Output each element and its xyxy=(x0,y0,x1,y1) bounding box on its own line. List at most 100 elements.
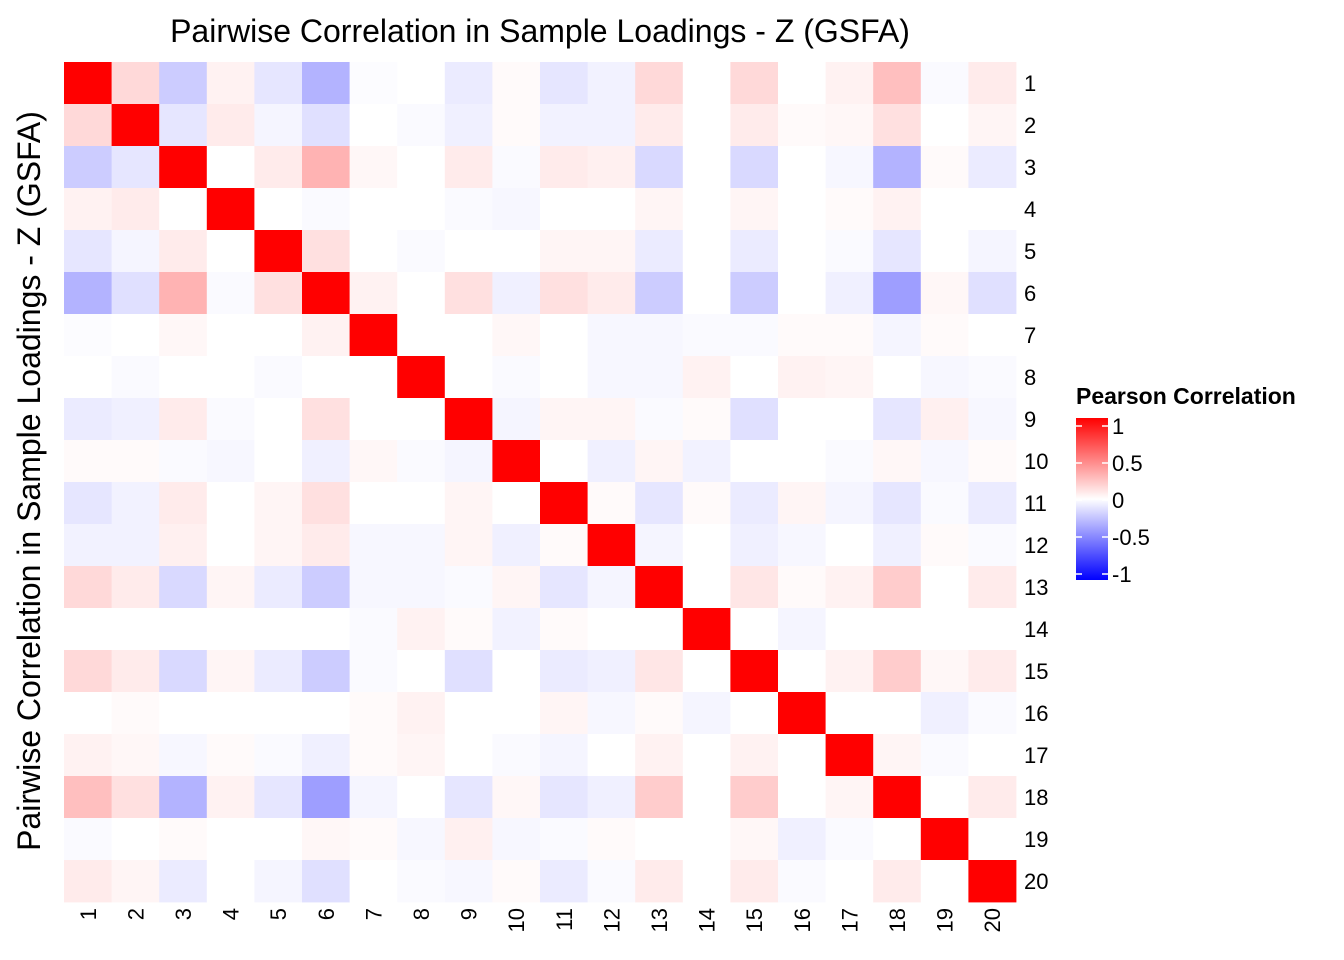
x-tick-label: 14 xyxy=(695,908,720,932)
heatmap-cell xyxy=(587,230,636,273)
heatmap-cell xyxy=(159,230,208,273)
heatmap-cell xyxy=(730,104,779,147)
heatmap-cell xyxy=(254,356,303,399)
heatmap-cell xyxy=(397,776,446,819)
heatmap-cell xyxy=(968,104,1017,147)
heatmap-cell xyxy=(730,146,779,189)
heatmap-cell xyxy=(682,272,731,315)
heatmap-cell xyxy=(778,776,826,819)
heatmap-cell xyxy=(540,734,588,777)
heatmap-cell xyxy=(778,146,826,189)
heatmap-cell xyxy=(540,818,588,861)
heatmap-cell xyxy=(540,566,588,609)
heatmap-cell xyxy=(825,104,874,147)
heatmap-cell xyxy=(159,272,208,315)
x-tick-labels: 1 2 3 4 5 6 7 8 9 10 11 12 13 14 15 16 17 18 19 20 xyxy=(76,908,1005,932)
heatmap-cell xyxy=(682,188,731,231)
heatmap-cell xyxy=(206,482,255,525)
heatmap-cell xyxy=(730,608,779,651)
heatmap-cell xyxy=(397,860,446,903)
heatmap-cell xyxy=(920,62,969,105)
heatmap-cell xyxy=(587,398,636,441)
heatmap-cell xyxy=(635,524,684,567)
heatmap-cell xyxy=(302,566,350,609)
heatmap-cell xyxy=(444,776,493,819)
heatmap-cell xyxy=(920,818,969,861)
heatmap-cell xyxy=(540,524,588,567)
heatmap-cell xyxy=(778,188,826,231)
heatmap-cell xyxy=(397,188,446,231)
heatmap-cell xyxy=(920,230,969,273)
heatmap-cell xyxy=(873,62,922,105)
heatmap-cell xyxy=(682,566,731,609)
heatmap-cell xyxy=(444,608,493,651)
heatmap-cell xyxy=(825,524,874,567)
heatmap-cell xyxy=(730,356,779,399)
heatmap-cell xyxy=(682,650,731,693)
heatmap-cell xyxy=(349,482,398,525)
y-tick-label: 3 xyxy=(1024,155,1036,180)
heatmap-cell xyxy=(968,230,1017,273)
heatmap-cell xyxy=(492,62,541,105)
y-tick-label: 11 xyxy=(1024,491,1047,516)
heatmap-cell xyxy=(968,818,1017,861)
heatmap-cell xyxy=(444,272,493,315)
heatmap-cell xyxy=(444,566,493,609)
heatmap-cell xyxy=(920,524,969,567)
x-tick-label: 19 xyxy=(933,908,958,932)
y-tick-label: 15 xyxy=(1024,659,1048,684)
heatmap-cell xyxy=(302,860,350,903)
heatmap-cell xyxy=(968,566,1017,609)
heatmap-cell xyxy=(920,692,969,735)
heatmap-cell xyxy=(444,188,493,231)
heatmap-cell xyxy=(730,734,779,777)
heatmap-cell xyxy=(682,692,731,735)
heatmap-cell xyxy=(397,230,446,273)
heatmap-cell xyxy=(159,650,208,693)
heatmap-cell xyxy=(302,272,350,315)
heatmap-cell xyxy=(159,440,208,483)
x-tick-label: 17 xyxy=(837,908,862,932)
heatmap-cell xyxy=(825,188,874,231)
heatmap-cell xyxy=(349,692,398,735)
heatmap-cell xyxy=(111,524,160,567)
heatmap-cell xyxy=(730,272,779,315)
heatmap-cell xyxy=(444,482,493,525)
y-tick-label: 13 xyxy=(1024,575,1048,600)
heatmap-cell xyxy=(206,314,255,357)
heatmap-cell xyxy=(968,188,1017,231)
x-tick-label: 8 xyxy=(409,908,434,920)
heatmap-cell xyxy=(492,566,541,609)
y-tick-label: 20 xyxy=(1024,869,1048,894)
heatmap-cell xyxy=(64,230,112,273)
heatmap-cell xyxy=(968,62,1017,105)
x-tick-label: 20 xyxy=(980,908,1005,932)
heatmap-cell xyxy=(635,104,684,147)
heatmap-cell xyxy=(444,398,493,441)
heatmap-cell xyxy=(587,440,636,483)
heatmap-cell xyxy=(778,482,826,525)
heatmap-cell xyxy=(587,566,636,609)
x-tick-label: 2 xyxy=(123,908,148,920)
heatmap-cell xyxy=(111,104,160,147)
heatmap-cell xyxy=(540,398,588,441)
y-axis-label: Pairwise Correlation in Sample Loadings … xyxy=(11,111,47,851)
heatmap-cell xyxy=(302,188,350,231)
heatmap-cell xyxy=(968,524,1017,567)
heatmap-cell xyxy=(635,398,684,441)
heatmap-cell xyxy=(444,734,493,777)
x-tick-label: 12 xyxy=(599,908,624,932)
heatmap-cell xyxy=(302,608,350,651)
chart-title: Pairwise Correlation in Sample Loadings … xyxy=(170,13,910,49)
heatmap-cell xyxy=(206,566,255,609)
heatmap-cell xyxy=(920,440,969,483)
heatmap-cell xyxy=(778,272,826,315)
heatmap-cell xyxy=(492,104,541,147)
x-tick-label: 15 xyxy=(742,908,767,932)
heatmap-cell xyxy=(968,776,1017,819)
heatmap-cell xyxy=(349,230,398,273)
heatmap-cell xyxy=(111,692,160,735)
heatmap-cell xyxy=(397,62,446,105)
heatmap-cell xyxy=(349,566,398,609)
heatmap-cell xyxy=(159,860,208,903)
